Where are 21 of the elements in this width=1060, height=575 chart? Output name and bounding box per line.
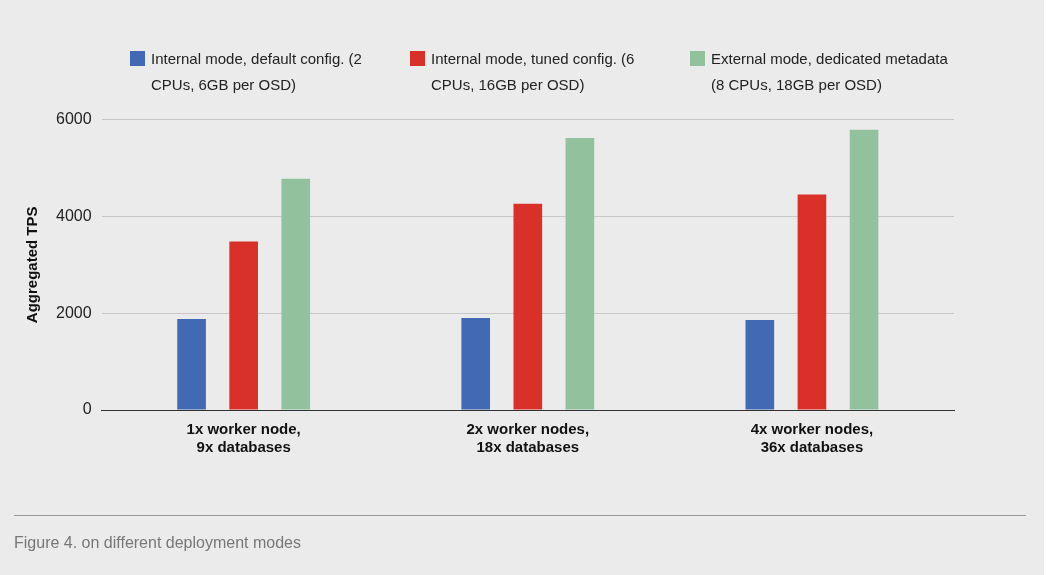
bar bbox=[849, 129, 879, 410]
bar bbox=[229, 241, 258, 410]
y-tick-label: 0 bbox=[82, 400, 92, 418]
x-tick-label: 1x worker node, 9x databases bbox=[186, 420, 301, 456]
legend-label: External mode, dedicated metadata (8 CPUs, 18GB per OSD) bbox=[711, 49, 949, 95]
legend-label: Internal mode, tuned config. (6 CPUs, 16GB per OSD) bbox=[431, 49, 636, 95]
bar bbox=[565, 137, 595, 410]
bar bbox=[177, 319, 206, 410]
bar bbox=[745, 319, 775, 410]
y-tick-label: 2000 bbox=[56, 303, 92, 321]
y-tick-label: 6000 bbox=[56, 110, 92, 128]
bar bbox=[281, 178, 311, 410]
x-tick-label: 4x worker nodes, 36x databases bbox=[750, 420, 874, 456]
x-tick-label: 2x worker nodes, 18x databases bbox=[466, 420, 590, 456]
bar bbox=[797, 194, 827, 410]
bar bbox=[513, 203, 543, 410]
legend-label: Internal mode, default config. (2 CPUs, 6GB per OSD) bbox=[151, 49, 363, 95]
bar bbox=[461, 318, 491, 410]
y-tick-label: 4000 bbox=[56, 206, 92, 224]
y-axis-title: Aggregated TPS bbox=[23, 206, 41, 324]
caption: Figure 4. on different deployment modes bbox=[14, 515, 1026, 552]
